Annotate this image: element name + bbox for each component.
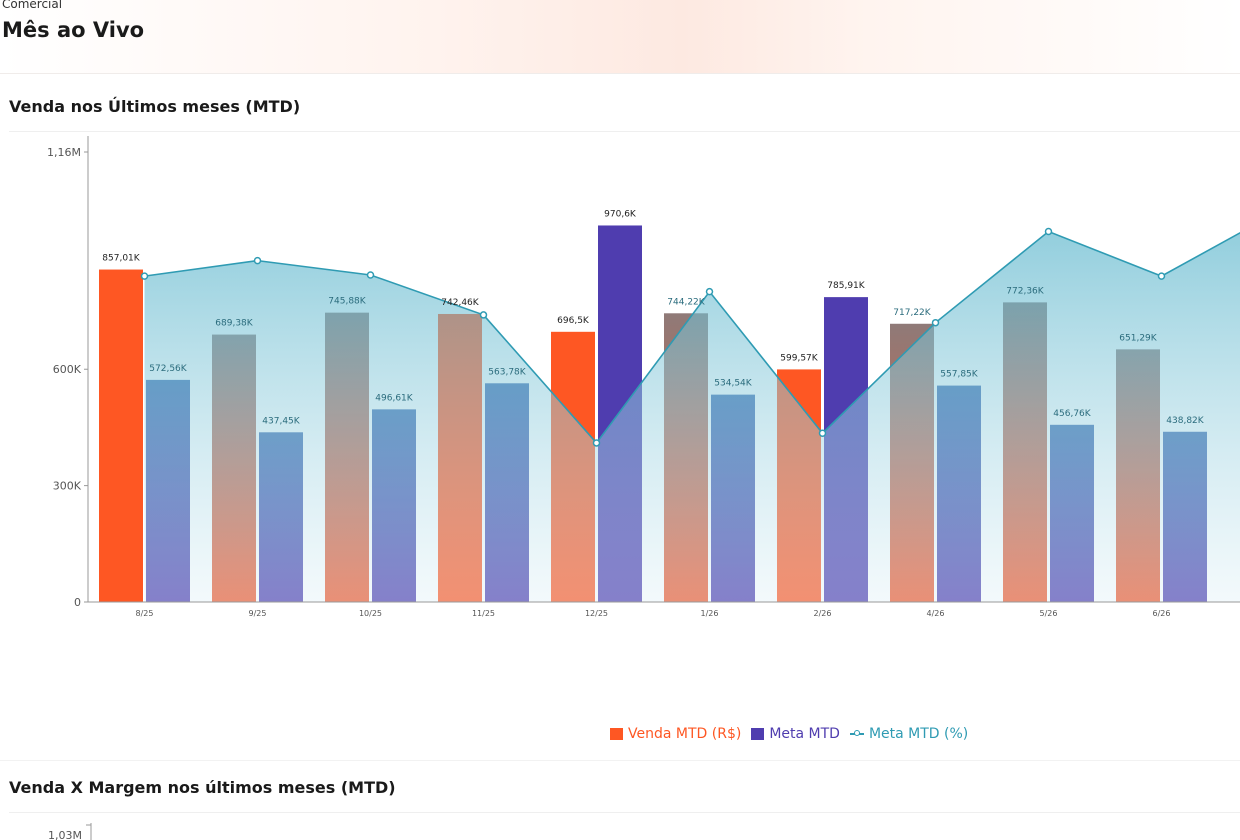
point-meta-pct[interactable] [1157, 272, 1166, 280]
y-tick-label: 0 [74, 596, 81, 609]
data-label-venda: 599,57K [780, 353, 818, 363]
bar-venda[interactable] [99, 269, 143, 602]
point-meta-pct[interactable] [931, 318, 940, 327]
card-divider [9, 812, 1240, 813]
point-meta-pct[interactable] [366, 271, 375, 279]
legend-label-venda: Venda MTD (R$) [628, 726, 742, 742]
point-meta-pct[interactable] [253, 256, 262, 265]
x-tick-label: 4/26 [927, 609, 945, 618]
page-title: Mês ao Vivo [2, 18, 145, 42]
x-tick-label: 10/25 [359, 609, 382, 618]
margin-chart: 1,03M [48, 823, 92, 840]
margin-chart-title: Venda X Margem nos últimos meses (MTD) [9, 778, 396, 797]
x-tick-label: 12/25 [585, 609, 608, 618]
x-tick-label: 8/25 [136, 609, 154, 618]
point-meta-pct[interactable] [705, 287, 714, 296]
sales-chart-title: Venda nos Últimos meses (MTD) [9, 97, 301, 116]
y-tick-label: 600K [53, 363, 82, 376]
legend-item-meta-pct[interactable]: Meta MTD (%) [849, 726, 969, 742]
y-tick-label: 300K [53, 480, 82, 493]
data-label-meta: 456,76K [1053, 409, 1091, 419]
data-label-meta: 970,6K [604, 209, 637, 219]
data-label-meta: 437,45K [262, 416, 300, 426]
y-tick-label: 1,03M [48, 829, 82, 840]
x-tick-label: 1/26 [701, 609, 719, 618]
data-label-meta: 496,61K [375, 393, 413, 403]
x-tick-label: 6/26 [1153, 609, 1171, 618]
point-meta-pct[interactable] [1044, 227, 1053, 236]
legend-item-venda[interactable]: Venda MTD (R$) [610, 726, 741, 742]
breadcrumb[interactable]: Comercial [2, 0, 63, 11]
sales-chart-card: Venda nos Últimos meses (MTD) 0 300K 600K 1… [0, 80, 1240, 760]
legend-swatch-meta [751, 728, 765, 740]
data-label-venda: 745,88K [328, 297, 366, 307]
legend-label-meta: Meta MTD [769, 726, 840, 742]
data-label-meta: 438,82K [1166, 416, 1204, 426]
card-divider [9, 131, 1240, 132]
legend-label-meta-pct: Meta MTD (%) [868, 726, 969, 742]
data-label-venda: 689,38K [215, 319, 253, 329]
legend-swatch-venda [610, 728, 623, 740]
x-tick-label: 5/26 [1040, 609, 1058, 618]
point-meta-pct[interactable] [479, 311, 488, 319]
point-meta-pct[interactable] [140, 272, 149, 280]
data-label-meta: 572,56K [149, 364, 187, 374]
x-tick-label: 2/26 [814, 609, 832, 618]
data-label-venda: 772,36K [1006, 286, 1044, 296]
data-label-meta: 785,91K [827, 281, 865, 291]
y-tick-label: 1,16M [47, 146, 81, 159]
data-label-meta: 563,78K [488, 367, 526, 377]
data-label-venda: 651,29K [1119, 333, 1157, 343]
point-meta-pct[interactable] [818, 429, 827, 437]
margin-chart-card: Venda X Margem nos últimos meses (MTD) 1… [0, 760, 1240, 840]
legend-item-meta[interactable]: Meta MTD [751, 726, 840, 742]
page-header: Comercial Mês ao Vivo [0, 0, 1240, 74]
data-label-meta: 557,85K [940, 370, 978, 380]
chart-legend: Venda MTD (R$) Meta MTD Meta MTD (%) [610, 726, 968, 742]
area-meta-pct [144, 231, 1240, 602]
point-meta-pct[interactable] [592, 439, 601, 447]
data-label-meta: 534,54K [714, 379, 752, 389]
x-tick-label: 11/25 [472, 609, 495, 618]
sales-chart: 0 300K 600K 1,16M 857,01K 572,56K 8/25 689,38K 4… [47, 136, 1240, 618]
legend-swatch-meta-pct [849, 729, 864, 739]
x-tick-label: 9/25 [249, 609, 267, 618]
data-label-venda: 744,22K [667, 297, 705, 307]
data-label-venda: 857,01K [102, 254, 140, 264]
data-label-venda: 696,5K [557, 316, 590, 326]
data-label-venda: 742,46K [441, 298, 479, 308]
data-label-venda: 717,22K [893, 308, 931, 318]
